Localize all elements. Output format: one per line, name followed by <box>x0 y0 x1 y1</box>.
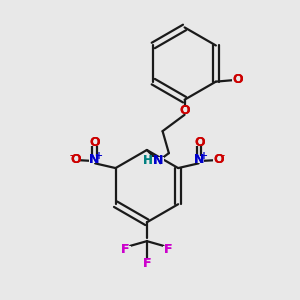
Text: -: - <box>70 150 74 160</box>
Text: O: O <box>89 136 100 149</box>
Text: N: N <box>89 153 100 167</box>
Text: +: + <box>94 151 102 160</box>
Bar <box>232 76 242 82</box>
Bar <box>142 260 152 267</box>
Text: N: N <box>194 153 204 167</box>
Text: O: O <box>89 136 100 149</box>
Bar <box>70 156 80 163</box>
Text: O: O <box>179 104 190 117</box>
Text: N: N <box>89 153 100 167</box>
Text: O: O <box>194 136 205 149</box>
Text: O: O <box>213 153 224 166</box>
Text: O: O <box>213 153 224 166</box>
Text: F: F <box>164 242 172 256</box>
Text: N: N <box>153 154 164 166</box>
Text: -: - <box>220 150 224 160</box>
Text: O: O <box>179 104 190 117</box>
Bar <box>89 139 100 146</box>
Bar <box>179 107 190 114</box>
Text: F: F <box>142 257 151 270</box>
Text: +: + <box>199 151 207 160</box>
Bar <box>143 157 153 164</box>
Text: +: + <box>199 151 207 160</box>
Text: H: H <box>143 154 153 166</box>
Text: F: F <box>164 242 172 256</box>
Text: F: F <box>121 242 130 256</box>
Bar <box>194 156 204 164</box>
Bar <box>213 156 224 163</box>
Text: -: - <box>70 150 74 160</box>
Bar <box>163 246 173 253</box>
Text: F: F <box>142 257 151 270</box>
Text: O: O <box>70 153 81 166</box>
Text: O: O <box>232 73 243 85</box>
Text: O: O <box>232 73 243 85</box>
Text: N: N <box>153 154 164 166</box>
Text: H: H <box>143 154 153 166</box>
Text: -: - <box>220 150 224 160</box>
Text: O: O <box>70 153 81 166</box>
Bar <box>121 246 130 253</box>
Text: F: F <box>121 242 130 256</box>
Bar <box>154 157 164 164</box>
Bar <box>194 139 204 146</box>
Text: N: N <box>194 153 204 167</box>
Bar <box>89 156 100 164</box>
Text: O: O <box>194 136 205 149</box>
Text: +: + <box>94 151 102 160</box>
